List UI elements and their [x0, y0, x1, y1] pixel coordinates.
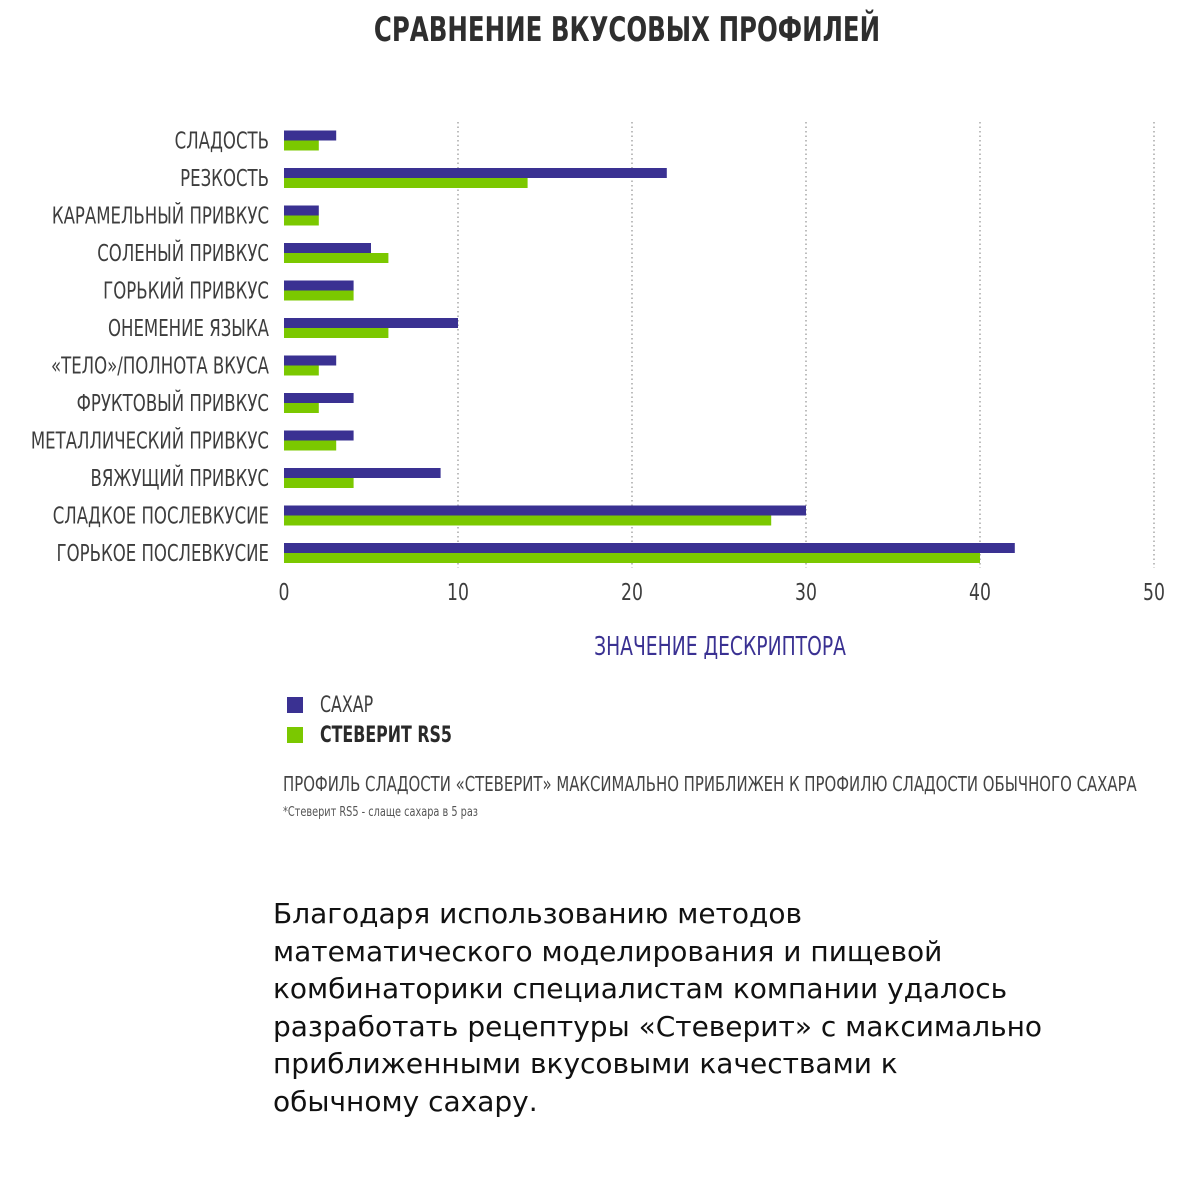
bar-sugar [284, 430, 354, 441]
category-label: ВЯЖУЩИЙ ПРИВКУС [91, 464, 269, 492]
x-tick-label: 0 [279, 579, 290, 606]
category-label: МЕТАЛЛИЧЕСКИЙ ПРИВКУС [31, 427, 269, 455]
category-labels: СЛАДОСТЬ РЕЗКОСТЬ КАРАМЕЛЬНЫЙ ПРИВКУС СОЛЕН… [31, 127, 269, 567]
category-label: ФРУКТОВЫЙ ПРИВКУС [77, 389, 269, 417]
body-line: математического моделирования и пищевой [273, 934, 943, 968]
bar-sugar [284, 543, 1015, 553]
category-label: СЛАДКОЕ ПОСЛЕВКУСИЕ [53, 502, 269, 530]
bar-sugar [284, 168, 667, 178]
x-tick-label: 10 [447, 579, 469, 606]
x-tick-labels: 0 10 20 30 40 50 [279, 579, 1165, 606]
bar-steverit [284, 178, 528, 188]
bar-sugar [284, 505, 806, 516]
legend-swatch-sugar [287, 697, 303, 713]
category-label: СЛАДОСТЬ [175, 127, 269, 155]
bar-sugar [284, 468, 441, 478]
bar-sugar [284, 393, 354, 403]
bar-steverit [284, 290, 354, 301]
bar-sugar [284, 130, 337, 141]
bar-steverit [284, 553, 980, 563]
x-tick-label: 30 [795, 579, 817, 606]
legend-label-sugar: САХАР [320, 692, 374, 718]
legend-item-sugar: САХАР [287, 690, 503, 720]
x-axis-title: ЗНАЧЕНИЕ ДЕСКРИПТОРА [594, 632, 846, 662]
x-tick-label: 40 [969, 579, 991, 606]
bar-steverit [284, 515, 772, 526]
body-line: комбинаторики специалистам компании удал… [273, 972, 1008, 1005]
category-label: КАРАМЕЛЬНЫЙ ПРИВКУС [52, 202, 269, 230]
body-line: разработать рецептуры «Стеверит» с макси… [273, 1009, 1043, 1043]
category-label: РЕЗКОСТЬ [180, 164, 269, 192]
bar-steverit [284, 478, 354, 488]
bar-steverit [284, 215, 319, 226]
bar-steverit [284, 140, 319, 151]
category-label: ОНЕМЕНИЕ ЯЗЫКА [108, 314, 269, 342]
body-line: приближенными вкусовыми качествами к [273, 1047, 898, 1080]
bar-sugar [284, 280, 354, 291]
bar-steverit [284, 440, 337, 451]
bar-steverit [284, 365, 319, 376]
legend-label-steverit: СТЕВЕРИТ RS5 [320, 722, 452, 748]
bar-sugar [284, 318, 458, 328]
x-tick-label: 20 [621, 579, 643, 606]
chart-title: СРАВНЕНИЕ ВКУСОВЫХ ПРОФИЛЕЙ [373, 10, 881, 50]
body-paragraph: Благодаря использованию методов математи… [273, 895, 1103, 1120]
bar-sugar [284, 243, 371, 253]
bar-sugar [284, 355, 337, 366]
bar-steverit [284, 253, 389, 263]
gridlines [457, 122, 1155, 568]
chart-caption: ПРОФИЛЬ СЛАДОСТИ «СТЕВЕРИТ» МАКСИМАЛЬНО … [283, 772, 1137, 796]
chart-footnote: *Стеверит RS5 - слаще сахара в 5 раз [283, 805, 478, 820]
category-label: ГОРЬКОЕ ПОСЛЕВКУСИЕ [57, 539, 269, 567]
bar-steverit [284, 403, 319, 413]
body-line: Благодаря использованию методов [273, 897, 803, 930]
legend-item-steverit: СТЕВЕРИТ RS5 [287, 720, 503, 750]
category-label: СОЛЕНЫЙ ПРИВКУС [97, 239, 269, 267]
bar-steverit [284, 328, 389, 338]
chart-plot-area: СЛАДОСТЬ РЕЗКОСТЬ КАРАМЕЛЬНЫЙ ПРИВКУС СОЛЕН… [31, 122, 1165, 606]
legend-swatch-steverit [287, 727, 303, 743]
bar-sugar [284, 205, 319, 216]
x-tick-label: 50 [1143, 579, 1165, 606]
body-line: обычному сахару. [273, 1084, 538, 1118]
category-label: «ТЕЛО»/ПОЛНОТА ВКУСА [51, 352, 269, 380]
bars [284, 130, 1015, 563]
legend: САХАР СТЕВЕРИТ RS5 [287, 690, 503, 750]
category-label: ГОРЬКИЙ ПРИВКУС [103, 277, 269, 305]
